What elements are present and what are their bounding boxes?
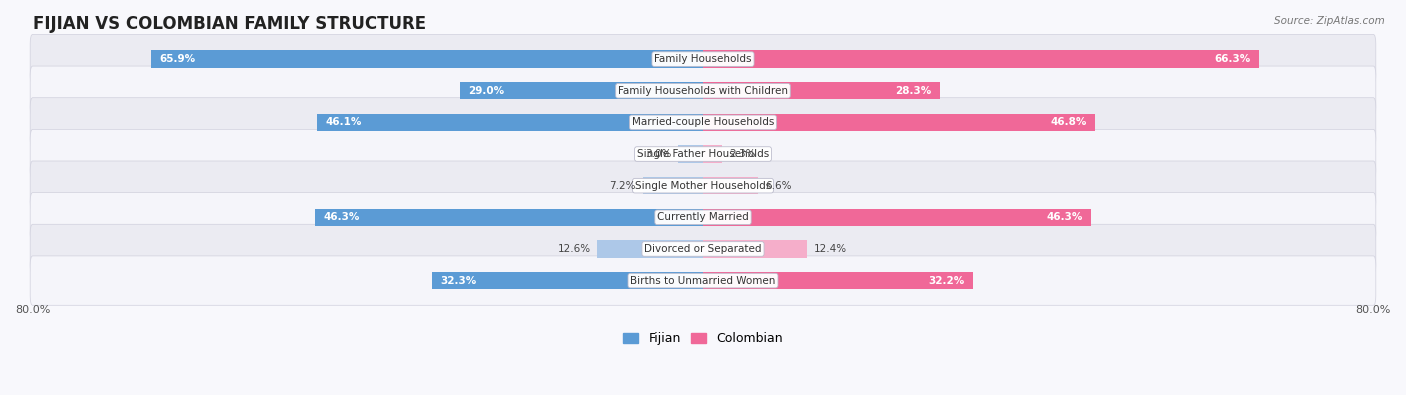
Text: Family Households: Family Households [654,54,752,64]
Bar [150,51,703,68]
Legend: Fijian, Colombian: Fijian, Colombian [619,327,787,350]
Text: Single Father Households: Single Father Households [637,149,769,159]
Text: Divorced or Separated: Divorced or Separated [644,244,762,254]
Text: 32.2%: 32.2% [928,276,965,286]
FancyBboxPatch shape [30,34,1376,84]
FancyBboxPatch shape [30,193,1376,242]
Text: 12.6%: 12.6% [558,244,591,254]
Text: 66.3%: 66.3% [1213,54,1250,64]
Text: 2.3%: 2.3% [728,149,755,159]
Bar [703,272,973,289]
Bar [433,272,703,289]
FancyBboxPatch shape [30,256,1376,305]
Text: 46.3%: 46.3% [323,213,360,222]
Bar [643,177,703,194]
Bar [703,177,758,194]
Bar [703,145,723,163]
Text: Single Mother Households: Single Mother Households [636,181,770,191]
Text: 32.3%: 32.3% [440,276,477,286]
Text: 28.3%: 28.3% [896,86,932,96]
Text: 12.4%: 12.4% [814,244,846,254]
Bar [703,82,941,100]
Text: Births to Unmarried Women: Births to Unmarried Women [630,276,776,286]
Text: 7.2%: 7.2% [609,181,636,191]
Bar [460,82,703,100]
Text: 46.8%: 46.8% [1050,117,1087,127]
Text: Currently Married: Currently Married [657,213,749,222]
Text: FIJIAN VS COLOMBIAN FAMILY STRUCTURE: FIJIAN VS COLOMBIAN FAMILY STRUCTURE [32,15,426,33]
Text: 29.0%: 29.0% [468,86,505,96]
FancyBboxPatch shape [30,98,1376,147]
Bar [703,240,807,258]
Text: 65.9%: 65.9% [159,54,195,64]
FancyBboxPatch shape [30,129,1376,179]
Bar [598,240,703,258]
Text: 6.6%: 6.6% [765,181,792,191]
Text: 3.0%: 3.0% [645,149,671,159]
Bar [703,209,1091,226]
FancyBboxPatch shape [30,66,1376,115]
Bar [703,114,1095,131]
Bar [316,114,703,131]
Bar [315,209,703,226]
FancyBboxPatch shape [30,224,1376,274]
Text: Source: ZipAtlas.com: Source: ZipAtlas.com [1274,16,1385,26]
Text: Family Households with Children: Family Households with Children [619,86,787,96]
Text: 46.3%: 46.3% [1046,213,1083,222]
Bar [703,51,1258,68]
Text: 46.1%: 46.1% [325,117,361,127]
FancyBboxPatch shape [30,161,1376,211]
Bar [678,145,703,163]
Text: Married-couple Households: Married-couple Households [631,117,775,127]
